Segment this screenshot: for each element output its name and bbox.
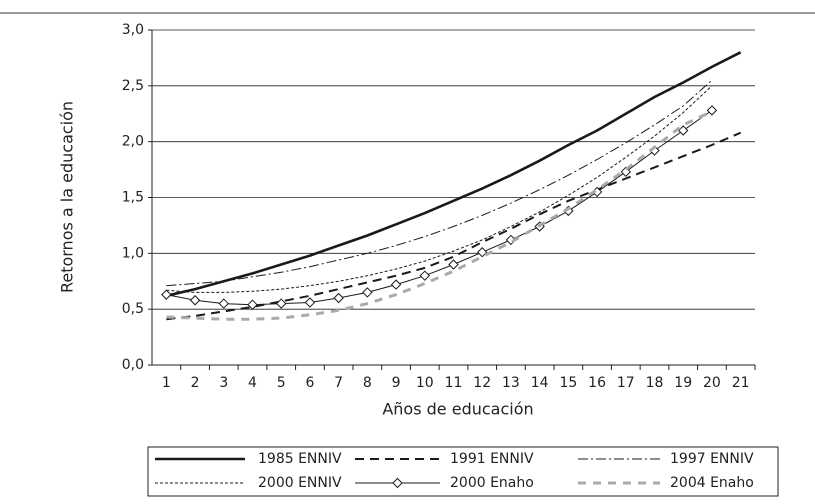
x-tick-label: 10 [416, 375, 434, 391]
marker [448, 259, 459, 270]
y-tick-label: 2,5 [122, 78, 144, 94]
legend-label: 1985 ENNIV [258, 451, 342, 467]
marker [706, 105, 718, 116]
y-tick-label: 0,0 [122, 357, 144, 373]
y-tick-label: 1,0 [122, 245, 144, 261]
marker [218, 298, 229, 309]
marker [477, 247, 488, 258]
x-tick-label: 14 [531, 375, 549, 391]
series-line [166, 85, 713, 293]
x-tick-label: 1 [162, 375, 171, 391]
marker [247, 299, 258, 310]
x-tick-label: 7 [334, 375, 343, 391]
x-tick-label: 11 [445, 375, 463, 391]
legend-label: 1991 ENNIV [450, 451, 534, 467]
marker [189, 295, 201, 306]
marker [362, 287, 373, 298]
series-line [166, 79, 713, 287]
legend-label: 1997 ENNIV [670, 451, 754, 467]
y-tick-label: 0,5 [122, 301, 144, 317]
marker [276, 298, 287, 309]
x-tick-label: 18 [646, 375, 664, 391]
series-line [166, 131, 741, 321]
y-tick-label: 3,0 [122, 22, 144, 38]
x-tick-label: 15 [559, 375, 577, 391]
y-tick-label: 1,5 [122, 190, 144, 206]
x-tick-label: 19 [674, 375, 692, 391]
x-tick-label: 17 [617, 375, 635, 391]
x-tick-label: 21 [732, 375, 750, 391]
marker [304, 297, 316, 308]
series-line [166, 110, 713, 321]
legend-label: 2000 Enaho [450, 475, 534, 491]
x-tick-label: 5 [277, 375, 286, 391]
x-tick-label: 9 [392, 375, 401, 391]
x-tick-label: 13 [502, 375, 520, 391]
legend-label: 2000 ENNIV [258, 475, 342, 491]
x-tick-label: 12 [473, 375, 491, 391]
x-tick-label: 6 [305, 375, 314, 391]
marker [390, 279, 402, 290]
x-tick-label: 20 [703, 375, 721, 391]
marker [505, 234, 517, 246]
marker [419, 270, 430, 281]
marker [678, 125, 689, 136]
x-tick-label: 8 [363, 375, 372, 391]
y-tick-label: 2,0 [122, 134, 144, 150]
x-tick-label: 3 [219, 375, 228, 391]
x-axis-label: Años de educación [382, 400, 533, 419]
y-axis-label: Retornos a la educación [58, 101, 77, 293]
marker [392, 477, 403, 489]
series-line [166, 51, 742, 298]
x-tick-label: 16 [588, 375, 606, 391]
legend-box [147, 446, 779, 497]
x-tick-label: 2 [191, 375, 200, 391]
marker [161, 289, 172, 300]
legend-label: 2004 Enaho [670, 475, 754, 491]
marker [333, 292, 344, 304]
x-tick-label: 4 [248, 375, 257, 391]
